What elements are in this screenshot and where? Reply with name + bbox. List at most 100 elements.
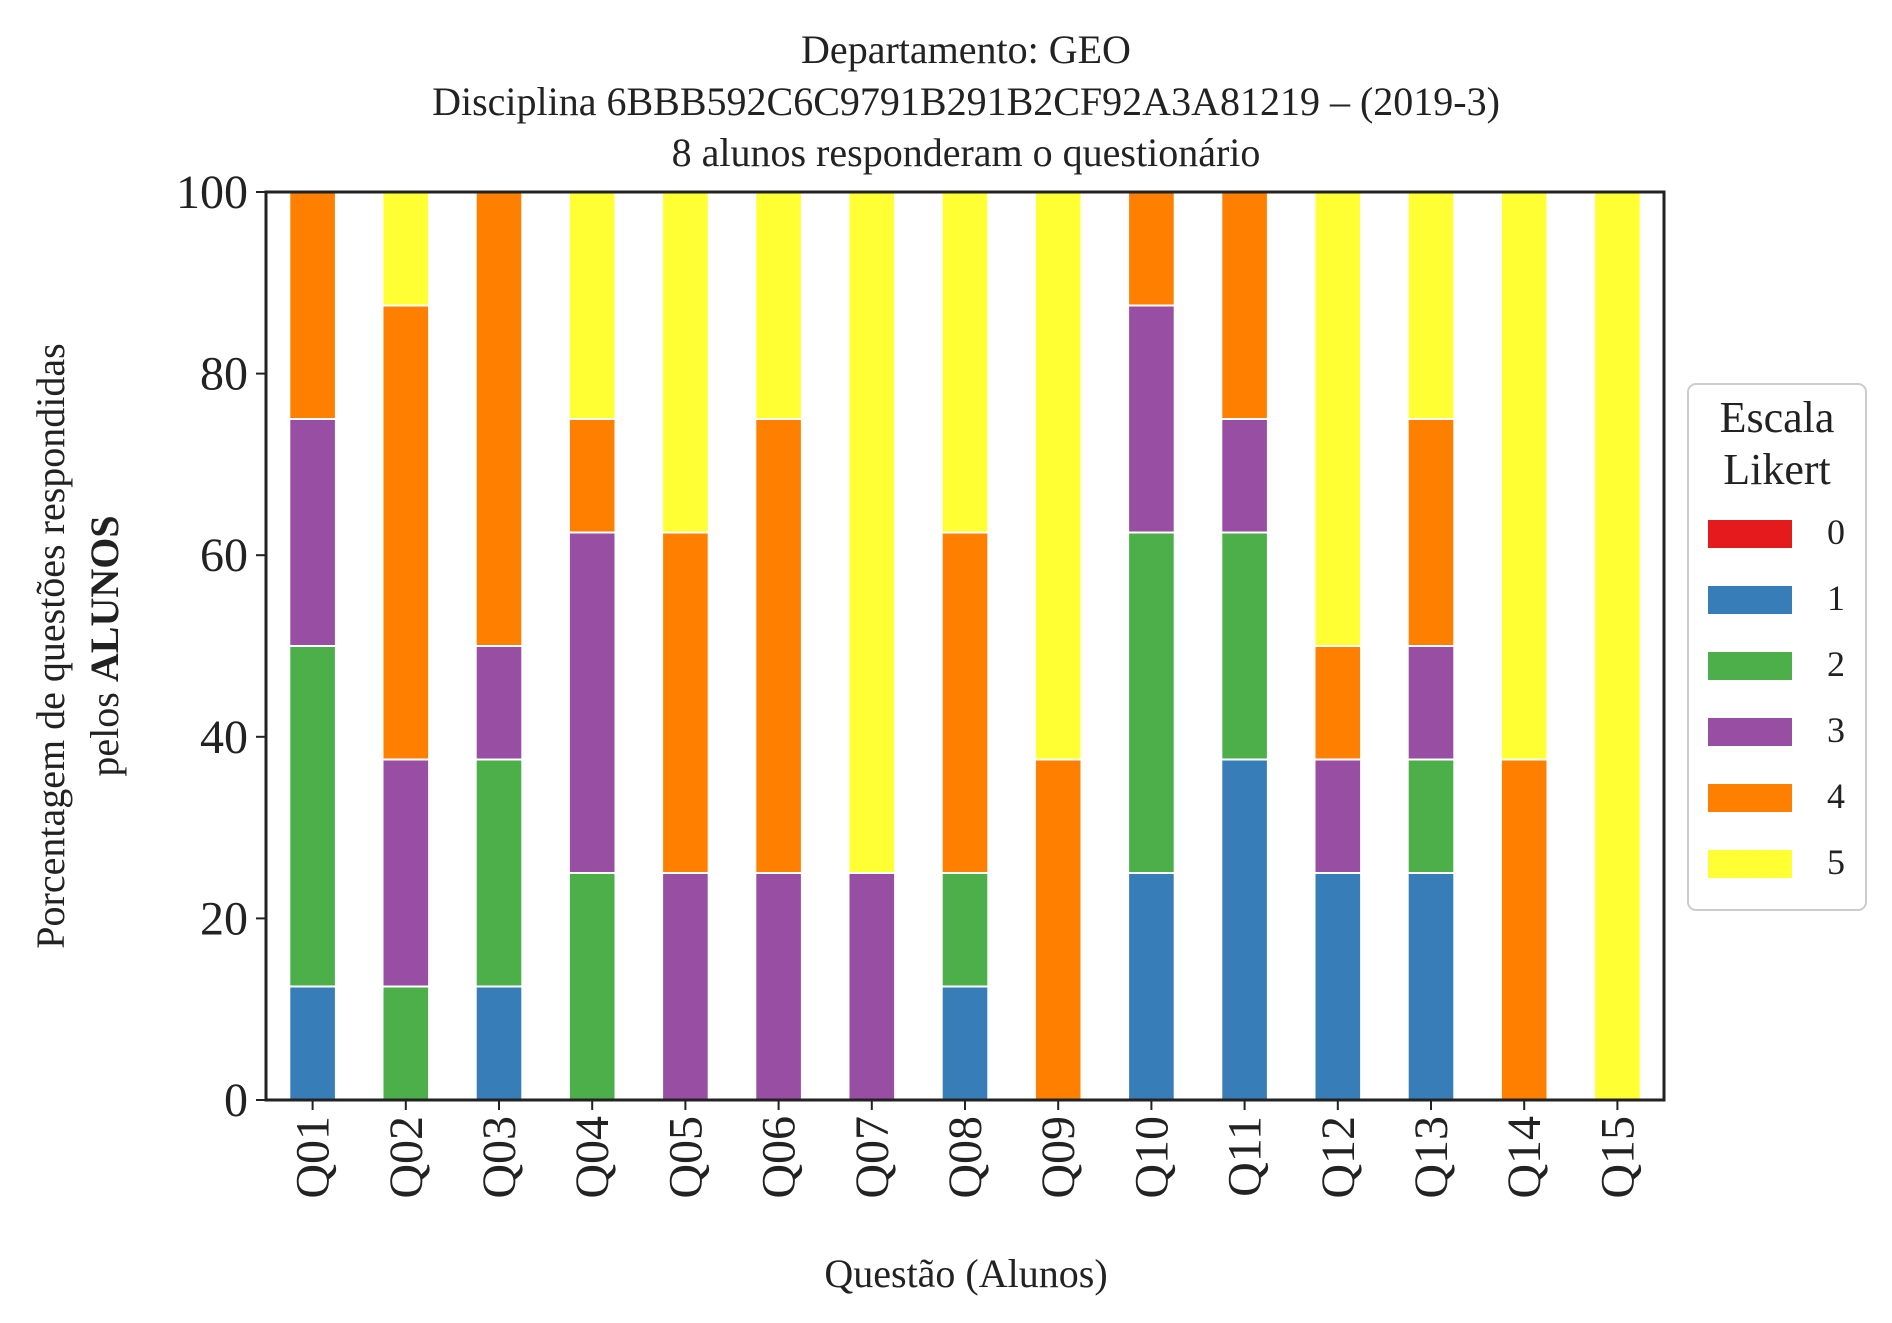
- y-axis: 0 20 40 60 80 100: [176, 166, 266, 1127]
- bar-Q08-level-4: [940, 531, 990, 874]
- bar-Q13-level-5: [1406, 191, 1456, 420]
- bar-Q13-level-4: [1406, 418, 1456, 647]
- y-tick-label-40: 40: [200, 711, 248, 764]
- bar-Q13-level-1: [1406, 872, 1456, 1101]
- x-axis-label: Questão (Alunos): [824, 1251, 1107, 1296]
- legend-frame: [1687, 383, 1867, 911]
- bar-Q11-level-1: [1220, 758, 1269, 1101]
- legend-swatch-1: [1708, 586, 1792, 614]
- bar-Q06-level-3: [754, 872, 803, 1101]
- x-tick-label-Q03: Q03: [473, 1116, 526, 1199]
- legend-swatch-3: [1708, 718, 1792, 746]
- x-tick-label-Q08: Q08: [939, 1116, 992, 1199]
- bar-Q03-level-1: [474, 985, 524, 1101]
- legend-label-5: 5: [1827, 842, 1845, 882]
- legend-title-line-2: Likert: [1723, 445, 1831, 494]
- x-tick-label-Q05: Q05: [659, 1116, 712, 1199]
- bar-Q14-level-5: [1499, 191, 1549, 761]
- bar-Q07-level-3: [847, 872, 897, 1101]
- legend-swatch-4: [1708, 784, 1792, 812]
- x-tick-label-Q13: Q13: [1405, 1116, 1458, 1199]
- bar-Q02-level-2: [381, 985, 431, 1101]
- title-line-2: Disciplina 6BBB592C6C9791B291B2CF92A3A81…: [432, 79, 1500, 124]
- y-tick-label-100: 100: [176, 166, 248, 219]
- bar-Q01-level-4: [288, 191, 337, 420]
- y-tick-label-0: 0: [224, 1074, 248, 1127]
- bar-Q03-level-2: [474, 758, 524, 988]
- bars-layer: [288, 191, 1642, 1101]
- legend-items: 0 1 2 3 4 5: [1708, 512, 1845, 882]
- bar-Q04-level-3: [567, 531, 617, 874]
- y-tick-label-20: 20: [200, 892, 248, 945]
- y-axis-label-bold: ALUNOS: [82, 515, 127, 682]
- x-tick-label-Q02: Q02: [380, 1116, 433, 1199]
- x-tick-label-Q04: Q04: [566, 1116, 619, 1199]
- bar-Q15-level-5: [1593, 191, 1642, 1101]
- chart-title: Departamento: GEO Disciplina 6BBB592C6C9…: [432, 27, 1500, 175]
- bar-Q08-level-1: [940, 985, 990, 1101]
- x-tick-label-Q06: Q06: [753, 1116, 806, 1199]
- x-axis: Q01 Q02 Q03 Q04 Q05 Q06 Q07 Q08 Q09 Q10 Q11 Q12 Q13 Q…: [287, 1100, 1644, 1199]
- x-tick-label-Q07: Q07: [846, 1116, 899, 1199]
- bar-Q11-level-4: [1220, 191, 1269, 420]
- bar-Q11-level-3: [1220, 418, 1269, 534]
- x-tick-label-Q15: Q15: [1591, 1116, 1644, 1199]
- bar-Q12-level-3: [1313, 758, 1363, 874]
- bar-Q07-level-5: [847, 191, 897, 874]
- y-tick-label-60: 60: [200, 529, 248, 582]
- y-axis-label-line-2: pelos ALUNOS: [82, 515, 127, 776]
- legend-swatch-5: [1708, 850, 1792, 878]
- x-tick-label-Q12: Q12: [1312, 1116, 1365, 1199]
- bar-Q05-level-5: [661, 191, 710, 534]
- bar-Q02-level-4: [381, 304, 431, 761]
- bar-Q08-level-5: [940, 191, 990, 534]
- x-tick-label-Q01: Q01: [287, 1116, 340, 1199]
- bar-Q02-level-5: [381, 191, 431, 307]
- legend-title-line-1: Escala: [1720, 393, 1835, 442]
- bar-Q08-level-2: [940, 872, 990, 988]
- bar-Q12-level-5: [1313, 191, 1363, 647]
- bar-Q06-level-5: [754, 191, 803, 420]
- y-axis-label-line-1: Porcentagem de questões respondidas: [28, 343, 73, 948]
- x-tick-label-Q10: Q10: [1125, 1116, 1178, 1199]
- bar-Q11-level-2: [1220, 531, 1269, 761]
- bar-Q10-level-4: [1127, 191, 1176, 307]
- x-tick-label-Q11: Q11: [1219, 1116, 1272, 1197]
- x-tick-label-Q14: Q14: [1498, 1116, 1551, 1199]
- title-line-3: 8 alunos responderam o questionário: [672, 130, 1261, 175]
- bar-Q10-level-3: [1127, 304, 1176, 534]
- bar-Q04-level-2: [567, 872, 617, 1101]
- bar-Q06-level-4: [754, 418, 803, 874]
- bar-Q12-level-1: [1313, 872, 1363, 1101]
- legend-swatch-0: [1708, 520, 1792, 548]
- bar-Q09-level-4: [1033, 758, 1083, 1101]
- bar-Q02-level-3: [381, 758, 431, 988]
- y-tick-label-80: 80: [200, 348, 248, 401]
- legend-label-1: 1: [1827, 578, 1845, 618]
- bar-Q10-level-1: [1127, 872, 1176, 1101]
- bar-Q09-level-5: [1033, 191, 1083, 761]
- legend-label-3: 3: [1827, 710, 1845, 750]
- title-line-1: Departamento: GEO: [801, 27, 1131, 72]
- legend-label-2: 2: [1827, 644, 1845, 684]
- bar-Q05-level-4: [661, 531, 710, 874]
- bar-Q03-level-3: [474, 645, 524, 761]
- bar-Q01-level-3: [288, 418, 337, 647]
- bar-Q01-level-2: [288, 645, 337, 988]
- x-tick-label-Q09: Q09: [1032, 1116, 1085, 1199]
- bar-Q13-level-2: [1406, 758, 1456, 874]
- legend-label-0: 0: [1827, 512, 1845, 552]
- y-axis-label-prefix: pelos: [82, 682, 127, 776]
- bar-Q05-level-3: [661, 872, 710, 1101]
- bar-Q04-level-4: [567, 418, 617, 534]
- bar-Q03-level-4: [474, 191, 524, 647]
- bar-Q13-level-3: [1406, 645, 1456, 761]
- bar-Q14-level-4: [1499, 758, 1549, 1101]
- bar-Q12-level-4: [1313, 645, 1363, 761]
- legend-label-4: 4: [1827, 776, 1845, 816]
- bar-Q01-level-1: [288, 985, 337, 1101]
- legend: Escala Likert 0 1 2 3 4 5: [1687, 383, 1867, 911]
- legend-swatch-2: [1708, 652, 1792, 680]
- bar-Q04-level-5: [567, 191, 617, 420]
